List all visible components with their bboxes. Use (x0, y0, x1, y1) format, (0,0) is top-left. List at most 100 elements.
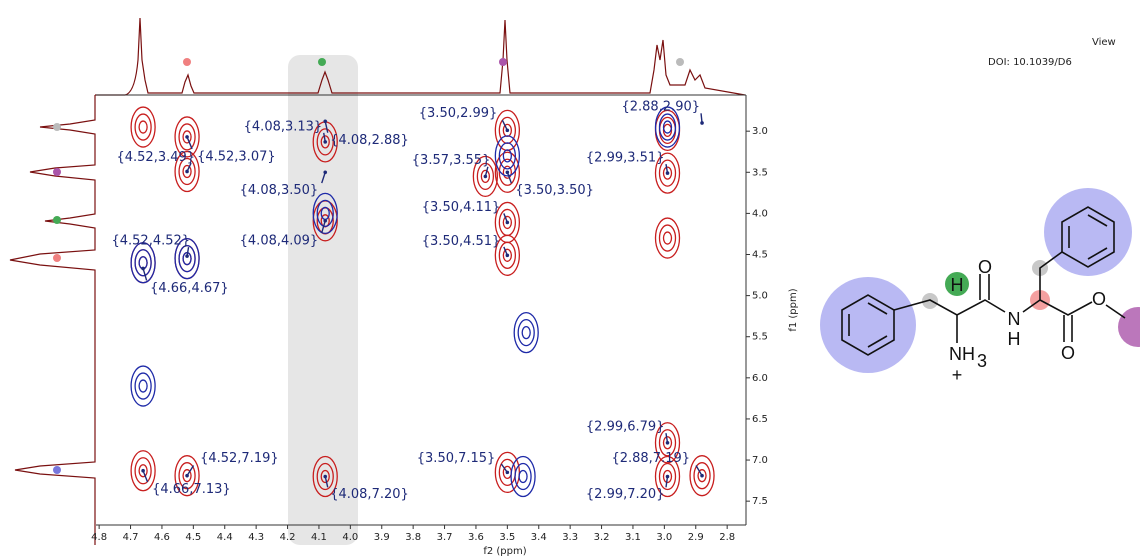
peak-marker (185, 135, 189, 139)
peak-marker (700, 474, 704, 478)
header-text: View (1092, 37, 1116, 48)
peak-marker (666, 441, 670, 445)
atom-label: H (951, 275, 964, 295)
peak-marker (323, 140, 327, 144)
annotation: {4.52,7.19} (200, 451, 279, 466)
y-tick-label: 3.0 (752, 126, 768, 137)
peak-marker (666, 475, 670, 479)
contour (179, 246, 195, 272)
contour (135, 114, 151, 140)
marker-dot (318, 58, 326, 66)
annotation: {3.57,3.55} (412, 153, 491, 168)
annotation: {4.08,2.88} (330, 133, 409, 148)
peak-marker (141, 267, 145, 271)
atom-label: H (1008, 329, 1021, 349)
molecule: H O N H NH 3 + O O (820, 188, 1140, 385)
peak-marker (185, 254, 189, 258)
marker-dot (53, 123, 61, 131)
annotation: {4.52,3.07} (197, 149, 276, 164)
peak-marker (700, 121, 704, 125)
marker-dot (53, 466, 61, 474)
peak-marker (484, 175, 488, 179)
marker-dot (499, 58, 507, 66)
x-tick-label: 4.2 (280, 532, 296, 543)
annotation: {2.99,6.79} (586, 419, 665, 434)
highlight (1044, 188, 1132, 276)
peak-marker (506, 221, 510, 225)
peak-marker (141, 469, 145, 473)
marker-dot (53, 168, 61, 176)
y-tick-label: 4.5 (752, 250, 768, 261)
annotation: {4.08,4.09} (240, 233, 319, 248)
y-tick-label: 7.5 (752, 496, 768, 507)
x-tick-label: 4.5 (185, 532, 201, 543)
contour (519, 470, 527, 482)
atom-label: O (978, 257, 992, 277)
contour (135, 250, 151, 276)
x-tick-label: 4.1 (311, 532, 327, 543)
atom-label: 3 (977, 351, 987, 371)
contour (663, 232, 671, 244)
marker-dot (53, 254, 61, 262)
contour (522, 327, 530, 339)
x-tick-label: 3.0 (656, 532, 672, 543)
annotation: {3.50,4.51} (422, 234, 501, 249)
atom-label: O (1092, 289, 1106, 309)
contour (659, 225, 675, 251)
x-tick-label: 2.9 (688, 532, 704, 543)
contour (518, 320, 534, 346)
x-axis-label: f2 (ppm) (483, 546, 526, 557)
annotation: {4.08,7.20} (330, 487, 409, 502)
x-tick-label: 3.4 (531, 532, 547, 543)
x-tick-label: 4.6 (154, 532, 170, 543)
peak-marker (506, 129, 510, 133)
y-tick-label: 6.5 (752, 414, 768, 425)
y-tick-label: 6.0 (752, 373, 768, 384)
x-tick-label: 4.3 (248, 532, 264, 543)
y-tick-label: 4.0 (752, 208, 768, 219)
x-tick-label: 4.0 (342, 532, 358, 543)
atom-label: N (1008, 309, 1021, 329)
annotation: {3.50,7.15} (417, 451, 496, 466)
x-tick-label: 4.8 (91, 532, 107, 543)
x-tick-label: 3.8 (405, 532, 421, 543)
contour (515, 463, 531, 489)
annotation: {2.99,3.51} (586, 151, 665, 166)
left-projection (10, 95, 95, 545)
x-tick-label: 2.8 (719, 532, 735, 543)
x-tick-label: 3.6 (468, 532, 484, 543)
peak-marker (185, 474, 189, 478)
annotation: {3.50,4.11} (422, 200, 501, 215)
plot: {4.08,3.13}{4.08,2.88}{3.50,2.99}{2.88,2… (91, 95, 768, 543)
x-tick-label: 3.7 (437, 532, 453, 543)
figure: {4.08,3.13}{4.08,2.88}{3.50,2.99}{2.88,2… (0, 0, 1140, 560)
annotation: {4.08,3.50} (240, 183, 319, 198)
peak-marker (185, 170, 189, 174)
y-tick-label: 5.0 (752, 291, 768, 302)
peak-marker (323, 475, 327, 479)
top-projection (95, 18, 745, 95)
y-tick-label: 7.0 (752, 455, 768, 466)
contour (135, 373, 151, 399)
peak-marker (666, 171, 670, 175)
y-tick-label: 5.5 (752, 332, 768, 343)
annotation: {3.50,2.99} (419, 106, 498, 121)
annotation: {4.52,3.49} (116, 150, 195, 165)
atom-label: O (1061, 343, 1075, 363)
x-tick-label: 3.2 (594, 532, 610, 543)
x-tick-label: 3.3 (562, 532, 578, 543)
x-tick-label: 4.7 (123, 532, 139, 543)
contour (139, 121, 147, 133)
marker-dot (183, 58, 191, 66)
x-tick-label: 4.4 (217, 532, 233, 543)
annotation: {2.99,7.20} (586, 487, 665, 502)
header-text: DOI: 10.1039/D6 (988, 57, 1072, 68)
peak-marker (506, 170, 510, 174)
highlight (820, 277, 916, 373)
y-tick-label: 3.5 (752, 167, 768, 178)
peak-marker (323, 120, 327, 124)
annotation: {4.66,7.13} (152, 482, 231, 497)
marker-dot (53, 216, 61, 224)
peak-marker (506, 471, 510, 475)
charge-label: + (952, 365, 963, 385)
